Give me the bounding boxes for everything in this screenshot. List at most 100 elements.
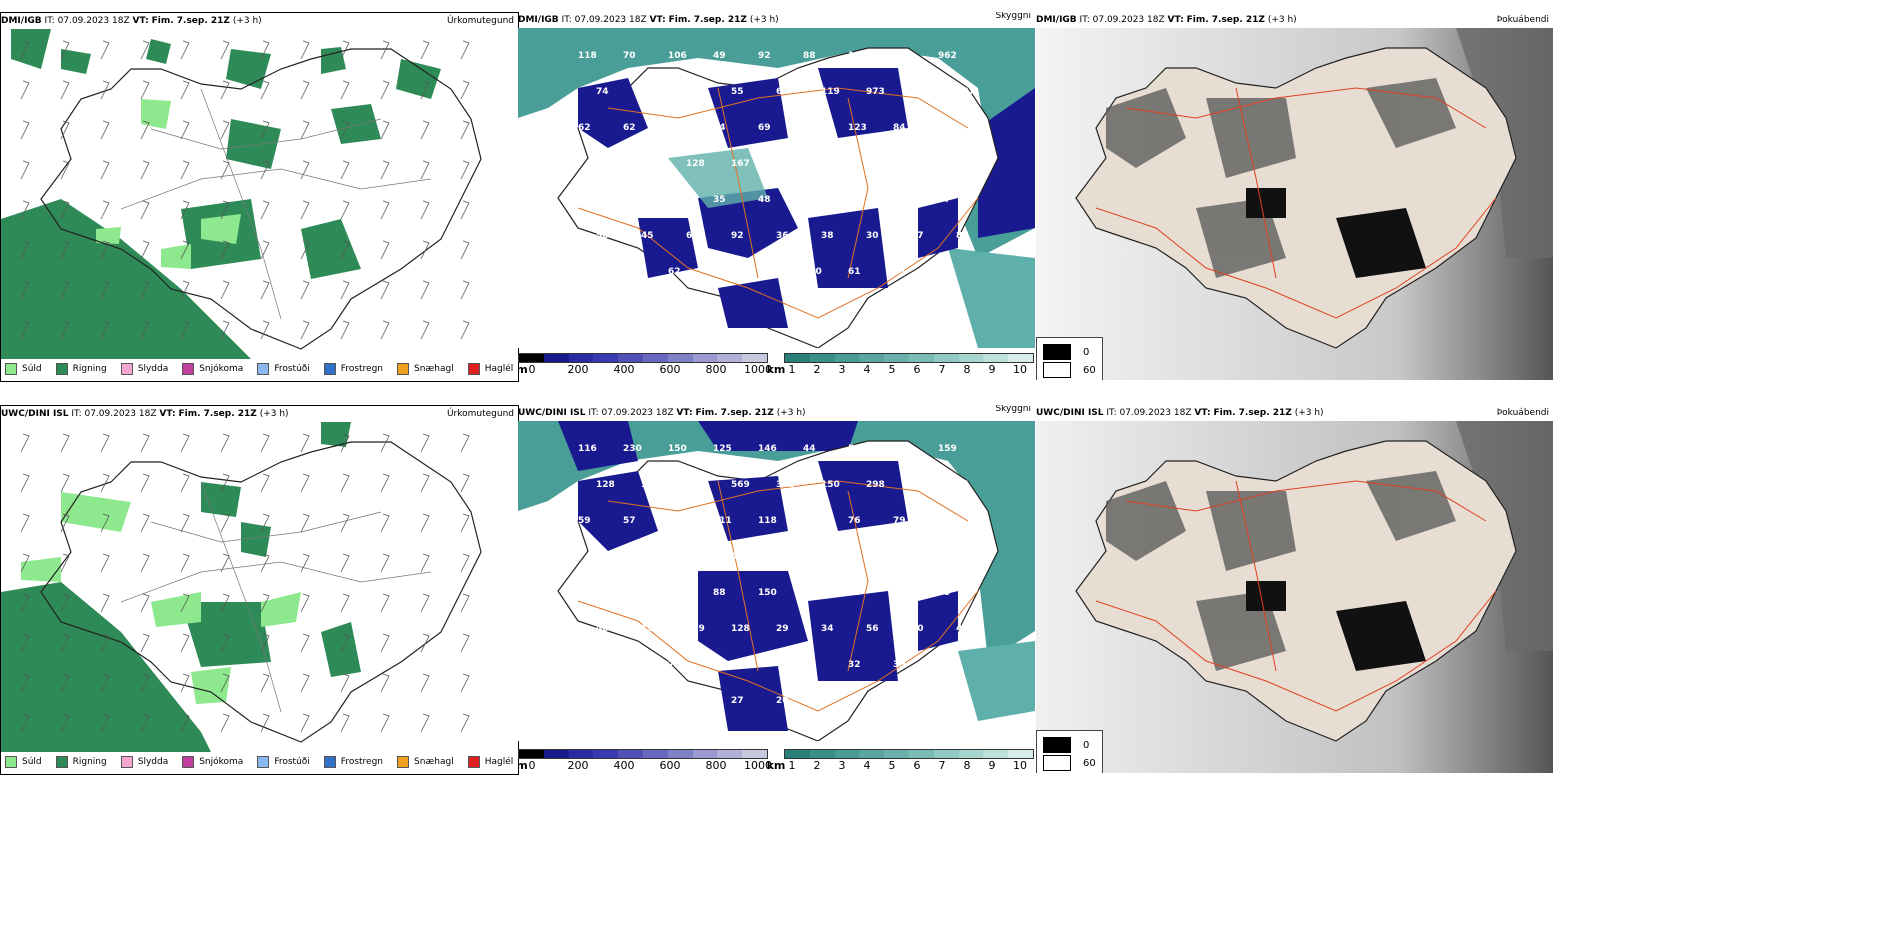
cloud-base-colorbar: m 0 200 400 600 800 1000 — [518, 353, 772, 377]
road-network — [577, 87, 979, 319]
cloud-base-label: 130 — [803, 267, 822, 277]
cloud-base-label: 12 — [956, 696, 969, 706]
cloud-base-label: 156 — [596, 552, 615, 562]
legend-item: 0 — [1043, 344, 1096, 360]
cloud-base-label: 60 — [686, 231, 699, 241]
cloud-base-label: 63 — [893, 267, 906, 277]
cloud-base-label: 64 — [596, 159, 609, 169]
cloud-base-label: 53 — [893, 51, 906, 61]
cloud-base-label: 973 — [866, 87, 885, 97]
cloud-base-label: 87 — [956, 231, 969, 241]
cloud-map: 118 70 106 49 92 88 107 53 962 74 56 62 55 68 119 973 10… — [518, 28, 1035, 348]
cloud-map: 116 230 150 125 146 44 54 57 159 128 106 536 569 368 1… — [518, 421, 1035, 741]
cloud-base-label: 69 — [758, 123, 771, 133]
cloud-base-label: 47 — [938, 267, 951, 277]
fog-panel-2: UWC/DINI ISL IT: 07.09.2023 18Z VT: Fim.… — [1036, 405, 1553, 773]
legend-item: 0 — [1043, 737, 1096, 753]
legend-item: 60 — [1043, 755, 1096, 771]
cloud-base-label: 56 — [803, 660, 816, 670]
cloud-base-label: 107 — [848, 51, 867, 61]
cloud-base-label: 124 — [893, 195, 912, 205]
panel-header: DMI/IGB IT: 07.09.2023 18Z VT: Fim. 7.se… — [518, 15, 779, 25]
cloud-base-label: 67 — [713, 267, 726, 277]
cloud-base-label: 74 — [713, 123, 726, 133]
panel-title: Skyggni — [995, 12, 1031, 21]
cloud-base-label: 59 — [578, 516, 591, 526]
precip-legend: Súld Rigning Slydda Snjókoma Frostúði Fr… — [5, 756, 513, 768]
cloud-base-label: 75 — [713, 660, 726, 670]
cloud-base-label: 73 — [668, 660, 681, 670]
cloud-base-label: 166 — [776, 159, 795, 169]
cloud-base-label: 74 — [596, 87, 609, 97]
fog-legend: 0 60 — [1036, 337, 1103, 380]
cloud-base-label: 31 — [578, 588, 591, 598]
fog-shading — [1106, 78, 1456, 278]
cloud-base-label: 106 — [668, 51, 687, 61]
legend-item: Snæhagl — [397, 756, 454, 768]
cloud-base-label: 35 — [713, 195, 726, 205]
cloud-base-label: 159 — [686, 624, 705, 634]
cloud-base-label: 79 — [938, 588, 951, 598]
colorbar-swatches — [518, 749, 768, 759]
panel-title: Úrkomutegund — [446, 16, 514, 26]
cloud-base-label: 65 — [956, 480, 969, 490]
legend-item: Frostúði — [257, 363, 310, 375]
panel-title: Þokuábendi — [1496, 408, 1549, 418]
cloud-base-label: 128 — [686, 159, 705, 169]
cloud-base-label: 92 — [731, 231, 744, 241]
visibility-colorbar: km 1 2 3 4 5 6 7 8 9 10 — [767, 749, 1034, 773]
cloud-base-label: 158 — [641, 624, 660, 634]
cloud-base-label: 50 — [596, 696, 609, 706]
legend-item: Súld — [5, 363, 42, 375]
cloud-base-label: 38 — [596, 303, 609, 313]
cloud-base-label: 967 — [956, 87, 975, 97]
cloud-base-label: 77 — [938, 123, 951, 133]
panel-title: Úrkomutegund — [446, 409, 514, 419]
cloud-base-label: 58 — [596, 231, 609, 241]
cloud-base-label: 56 — [866, 624, 879, 634]
cloud-base-label: 57 — [893, 444, 906, 454]
cloud-base-label: 29 — [641, 696, 654, 706]
cloud-base-label: 45 — [641, 231, 654, 241]
cloud-base-label: 118 — [578, 51, 597, 61]
cloud-base-label: 80 — [911, 552, 924, 562]
cloud-base-label: 43 — [956, 624, 969, 634]
legend-item: Rigning — [55, 363, 107, 375]
cloud-base-label: 116 — [578, 444, 597, 454]
cloud-base-label: 106 — [911, 87, 930, 97]
dense-fog — [1246, 188, 1426, 278]
cloud-base-label: 44 — [803, 444, 816, 454]
cloud-base-label: 36 — [803, 195, 816, 205]
colorbar-swatches — [784, 749, 1034, 759]
visibility-colorbar: km 1 2 3 4 5 6 7 8 9 10 — [766, 353, 1034, 377]
cloud-base-label: 52 — [758, 267, 771, 277]
cloud-base-label: 34 — [821, 624, 834, 634]
cloud-base-label: 298 — [866, 480, 885, 490]
fog-map — [1036, 421, 1553, 773]
colorbar-ticks: km 1 2 3 4 5 6 7 8 9 10 — [766, 363, 1027, 376]
cloud-base-label: 35 — [758, 660, 771, 670]
cloud-base-label: 368 — [776, 480, 795, 490]
legend-item: Frostregn — [323, 363, 383, 375]
cloud-base-label: 58 — [848, 588, 861, 598]
panel-header: UWC/DINI ISL IT: 07.09.2023 18Z VT: Fim.… — [1, 409, 289, 419]
cloud-base-label: 36 — [776, 231, 789, 241]
cloud-base-label: 43 — [641, 159, 654, 169]
cloud-base-label: 133 — [641, 552, 660, 562]
cloud-base-label: 119 — [821, 87, 840, 97]
cloud-base-label: 58 — [821, 552, 834, 562]
precip-panel-1: DMI/IGB IT: 07.09.2023 18Z VT: Fim. 7.se… — [0, 12, 519, 382]
precip-map — [1, 422, 518, 752]
cloud-base-label: 77 — [938, 195, 951, 205]
iceland-coast — [40, 48, 482, 350]
cloud-base-label: 125 — [713, 444, 732, 454]
precip-map — [1, 29, 518, 359]
cloud-base-label: 962 — [938, 51, 957, 61]
cloud-base-label: 143 — [776, 552, 795, 562]
cloud-base-label: 48 — [596, 624, 609, 634]
cloud-base-label: 52 — [623, 660, 636, 670]
cloud-base-label: 32 — [848, 660, 861, 670]
legend-item: Slydda — [120, 756, 168, 768]
cloud-base-label: 90 — [668, 123, 681, 133]
cloud-base-colorbar: m 0 200 400 600 800 1000 — [518, 749, 772, 773]
